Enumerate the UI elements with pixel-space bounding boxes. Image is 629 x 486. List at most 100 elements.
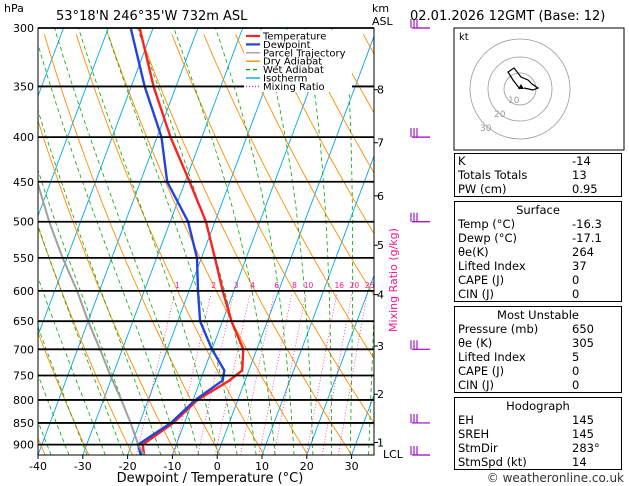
mixing-ratio-label: 20 [350, 281, 360, 290]
hodo-ring-label-10: 10 [508, 96, 520, 106]
isotherm-line [171, 28, 333, 455]
indices-row-totals: Totals Totals 13 [458, 168, 587, 182]
temperature-tick-label: -20 [119, 460, 137, 473]
asl-unit-label: ASL [372, 15, 394, 28]
dry-adiabat-line [139, 34, 353, 455]
hodograph-box [453, 27, 625, 151]
location-title: 53°18'N 246°35'W 732m ASL [56, 9, 248, 24]
mu-row: Lifted Index 5 [458, 350, 580, 364]
storm-motion-icon [518, 84, 524, 89]
hodograph-table: Hodograph EH 145 SREH 145 StmDir 283° StmSp… [454, 397, 622, 470]
indices-row-k: K -14 [458, 154, 591, 168]
isotherm-line [306, 274, 374, 455]
mixing-ratio-line [273, 293, 307, 455]
isotherm-line [127, 28, 288, 455]
date-label: 02.01.2026 12GMT (Base: 12) [410, 9, 605, 24]
km-tick-label: 4 [377, 289, 384, 302]
legend-label: Mixing Ratio [263, 82, 325, 93]
hodo-row: StmSpd (kt) 14 [458, 455, 587, 469]
wet-adiabat-line [215, 28, 295, 455]
km-tick-label: 5 [377, 239, 384, 252]
temperature-tick-label: 30 [345, 460, 359, 473]
mu-row: θe (K) 305 [458, 336, 594, 350]
pressure-tick-label: 850 [13, 417, 34, 430]
pressure-tick-label: 800 [13, 394, 34, 407]
pressure-tick-label: 450 [13, 176, 34, 189]
dry-adiabat-line [38, 225, 134, 455]
legend-label: Parcel Trajectory [263, 48, 346, 59]
dry-adiabat-line [0, 34, 1, 455]
surface-row: θe(K) 264 [458, 245, 594, 259]
dry-adiabat-line [43, 34, 221, 455]
wet-adiabat-line [38, 373, 70, 455]
legend-box [244, 30, 352, 92]
wet-adiabat-line [137, 28, 257, 455]
legend-label: Dewpoint [263, 40, 311, 51]
km-tick-label: 2 [377, 388, 384, 401]
hpa-unit-label: hPa [4, 2, 24, 15]
pressure-tick-label: 750 [13, 369, 34, 382]
pressure-tick-label: 300 [13, 22, 34, 35]
dry-adiabat-line [38, 331, 90, 455]
km-tick-label: 8 [377, 84, 384, 97]
stats-panel: K -14 Totals Totals 13 PW (cm) 0.95 Surface… [454, 153, 622, 474]
lcl-label: LCL [383, 448, 404, 461]
hodo-ring-label-30: 30 [480, 124, 492, 134]
wet-adiabat-line [173, 28, 276, 455]
km-tick-label: 7 [377, 137, 384, 150]
surface-row: CAPE (J) 0 [458, 273, 580, 287]
temperature-tick-label: -30 [74, 460, 92, 473]
legend-label: Dry Adiabat [263, 57, 322, 68]
wet-adiabat-line [105, 28, 238, 455]
mixing-ratio-line [197, 293, 234, 455]
mu-row: CAPE (J) 0 [458, 364, 580, 378]
isotherm-line [82, 28, 244, 455]
hodo-row: StmDir 283° [458, 441, 600, 455]
hodo-ring-label-20: 20 [494, 110, 506, 120]
indices-row-pw: PW (cm) 0.95 [458, 182, 598, 196]
legend-label: Isotherm [263, 74, 307, 85]
mixing-ratio-line [305, 293, 338, 455]
pressure-tick-label: 500 [13, 216, 34, 229]
km-tick-label: 3 [377, 340, 384, 353]
hodo-ring-20 [487, 56, 553, 122]
mixing-ratio-label: 16 [335, 281, 345, 290]
pressure-tick-label: 400 [13, 131, 34, 144]
x-axis-title: Dewpoint / Temperature (°C) [117, 471, 304, 486]
legend-label: Wet Adiabat [263, 65, 324, 76]
wet-adiabat-line [54, 28, 200, 455]
surface-row: CIN (J) 0 [458, 287, 580, 301]
indices-table: K -14 Totals Totals 13 PW (cm) 0.95 [454, 153, 622, 197]
isotherm-line [38, 28, 109, 218]
dry-adiabat-line [171, 34, 374, 424]
most-unstable-title: Most Unstable [497, 308, 579, 322]
mixing-ratio-label: 10 [304, 281, 314, 290]
mixing-ratio-line [135, 293, 175, 455]
mixing-ratio-label: 25 [365, 281, 375, 290]
mixing-ratio-label: 2 [211, 281, 216, 290]
mu-row: Pressure (mb) 650 [458, 322, 594, 336]
isotherm-line [216, 35, 374, 455]
surface-row: Temp (°C) -16.3 [458, 217, 602, 231]
mixing-ratio-label: 3 [234, 281, 239, 290]
dry-adiabat-line [299, 34, 374, 174]
hodograph-unit: kt [459, 32, 469, 43]
wet-adiabat-line [304, 28, 333, 455]
mixing-ratio-line [173, 293, 212, 455]
pressure-tick-label: 550 [13, 252, 34, 265]
parcel-trajectory-profile [38, 180, 146, 455]
mixing-ratio-label: 1 [175, 281, 180, 290]
mixing-ratio-label: 6 [274, 281, 279, 290]
temperature-tick-label: 10 [255, 460, 269, 473]
km-unit-label: km [372, 2, 389, 15]
temperature-tick-label: -10 [163, 460, 181, 473]
pressure-tick-label: 350 [13, 80, 34, 93]
hodograph-trace [507, 67, 540, 91]
km-tick-label: 1 [377, 436, 384, 449]
surface-row: Dewp (°C) -17.1 [458, 231, 602, 245]
wet-adiabat-line [38, 109, 162, 455]
temperature-tick-label: 20 [300, 460, 314, 473]
mixing-ratio-label: 4 [250, 281, 255, 290]
